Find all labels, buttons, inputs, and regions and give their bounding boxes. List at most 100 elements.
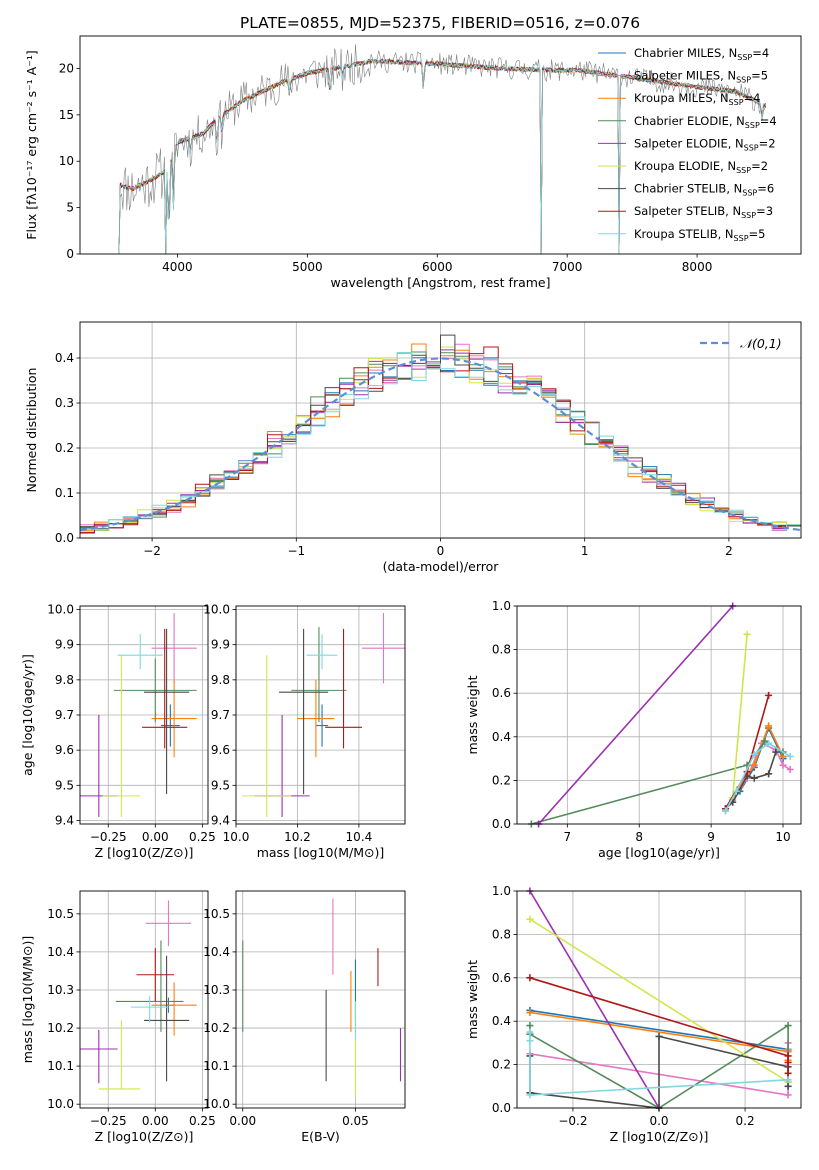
normal-curve (79, 357, 802, 532)
residuals-ytick-label-2: 0.2 (55, 441, 74, 455)
massweight-vs-age-ylabel: mass weight (465, 675, 480, 754)
spectrum-xtick-label-2: 6000 (422, 260, 453, 274)
age-vs-Z-frame (79, 605, 209, 825)
massweight-vs-age-marker-8-4 (786, 752, 794, 760)
residual-hist-6 (80, 334, 801, 529)
spectrum-ytick-label-0: 0 (66, 247, 74, 261)
mass-vs-Z-ytick-label-5: 10.5 (47, 907, 74, 921)
residuals-xtick-label-1: −1 (287, 544, 305, 558)
massweight-vs-Z-line-5 (529, 918, 789, 1083)
massweight-vs-age-ytick-label-4: 0.8 (492, 643, 511, 657)
spectrum-ytick-label-1: 5 (66, 201, 74, 215)
massweight-vs-age-line-4 (538, 606, 734, 824)
massweight-vs-Z-marker-7-3 (784, 1058, 792, 1066)
massweight-vs-Z-ytick-label-5: 1.0 (492, 884, 511, 898)
spectrum-xtick-label-0: 4000 (162, 260, 193, 274)
massweight-vs-age-xtick-label-3: 10 (775, 830, 790, 844)
mass-vs-EBV-panel: 0.00 0.05 10.0 10.1 10.2 10.3 10.4 10.5 E(B-V) (203, 890, 406, 1144)
massweight-vs-Z-marker-8-1 (526, 1037, 534, 1045)
mass-vs-Z-ytick-label-1: 10.1 (47, 1059, 74, 1073)
mass-vs-Z-xtick-label-1: 0.00 (142, 1114, 169, 1128)
age-vs-Z-ytick-label-2: 9.6 (55, 743, 74, 757)
spectrum-frame (79, 35, 802, 255)
mass-vs-EBV-xlabel: E(B-V) (301, 1129, 340, 1144)
massweight-vs-Z-line-4 (529, 891, 660, 1108)
legend-label-4: Salpeter ELODIE, NSSP=2 (634, 136, 776, 152)
spectrum-ylabel: Flux [fλ10⁻¹⁷ erg cm⁻² s⁻¹ A⁻¹] (24, 50, 39, 239)
legend-label-7: Salpeter STELIB, NSSP=3 (634, 204, 773, 220)
massweight-vs-age-ytick-label-2: 0.4 (492, 730, 511, 744)
massweight-vs-Z-ytick-label-1: 0.2 (492, 1058, 511, 1072)
age-vs-Z-ytick-label-4: 9.8 (55, 673, 74, 687)
residuals-frame (79, 321, 802, 539)
mass-vs-Z-ytick-label-3: 10.3 (47, 983, 74, 997)
spectrum-ytick-label-2: 10 (59, 154, 74, 168)
legend-label-6: Chabrier STELIB, NSSP=6 (634, 182, 774, 198)
residuals-ytick-label-4: 0.4 (55, 351, 74, 365)
massweight-vs-Z-xtick-label-2: 0.2 (736, 1114, 755, 1128)
legend-label-1: Salpeter MILES, NSSP=5 (634, 69, 768, 85)
residuals-ylabel: Normed distribution (24, 368, 39, 493)
massweight-vs-Z-ytick-label-4: 0.8 (492, 927, 511, 941)
massweight-vs-Z-frame (516, 890, 802, 1109)
age-vs-mass-ytick-label-0: 9.4 (211, 813, 230, 827)
age-vs-Z-panel: −0.25 0.00 0.25 9.4 9.5 9.6 9.7 9.8 9.9 10.0 Z [lo… (20, 603, 216, 860)
spectrum-panel: 4000 5000 6000 7000 8000 0 5 10 15 20 wavelength [… (24, 35, 802, 290)
massweight-vs-Z-xtick-label-0: −0.2 (558, 1114, 587, 1128)
mass-vs-Z-ytick-label-0: 10.0 (47, 1097, 74, 1111)
spectrum-xtick-label-4: 8000 (682, 260, 713, 274)
legend-label-0: Chabrier MILES, NSSP=4 (634, 46, 769, 62)
residuals-xtick-label-4: 2 (725, 544, 733, 558)
age-vs-Z-ylabel: age [log10(age/yr)] (20, 654, 35, 776)
massweight-vs-age-marker-8-0 (722, 807, 730, 815)
massweight-vs-Z-panel: −0.2 0.0 0.2 0.0 0.2 0.4 0.6 0.8 1.0 Z [log10(Z/Z… (465, 884, 802, 1144)
massweight-vs-Z-marker-7-1 (784, 1052, 792, 1060)
spectrum-model-line-8 (118, 58, 767, 254)
spectrum-xtick-label-3: 7000 (552, 260, 583, 274)
spectrum-ytick-label-4: 20 (59, 61, 74, 75)
massweight-vs-age-ytick-label-5: 1.0 (492, 599, 511, 613)
age-vs-mass-xtick-label-0: 10.0 (223, 830, 250, 844)
massweight-vs-Z-marker-6-5 (784, 1082, 792, 1090)
mass-vs-EBV-frame (235, 890, 406, 1109)
age-vs-mass-panel: 10.0 10.2 10.4 9.4 9.5 9.6 9.7 9.8 9.9 10.0 mass [… (203, 603, 406, 860)
legend-label-2: Kroupa MILES, NSSP=4 (634, 91, 760, 107)
massweight-vs-age-marker-8-3 (765, 739, 773, 747)
massweight-vs-age-ytick-label-1: 0.2 (492, 773, 511, 787)
spectrum-xtick-label-1: 5000 (292, 260, 323, 274)
massweight-vs-Z-ylabel: mass weight (465, 960, 480, 1039)
legend-label-8: Kroupa STELIB, NSSP=5 (634, 227, 765, 243)
residuals-xlabel: (data-model)/error (383, 559, 500, 574)
massweight-vs-Z-marker-3-3 (784, 1022, 792, 1030)
residuals-ytick-label-0: 0.0 (55, 531, 74, 545)
age-vs-mass-ytick-label-3: 9.7 (211, 708, 230, 722)
massweight-vs-age-line-5 (731, 634, 748, 798)
massweight-vs-Z-line-6 (529, 1035, 789, 1108)
residuals-xtick-label-0: −2 (143, 544, 161, 558)
mass-vs-EBV-ytick-label-4: 10.4 (203, 945, 230, 959)
age-vs-Z-ytick-label-1: 9.5 (55, 778, 74, 792)
massweight-vs-age-xtick-label-2: 9 (707, 830, 715, 844)
residuals-xtick-label-3: 1 (581, 544, 589, 558)
age-vs-Z-xtick-label-0: −0.25 (90, 830, 127, 844)
age-vs-Z-ytick-label-0: 9.4 (55, 813, 74, 827)
massweight-vs-age-frame (516, 605, 802, 825)
massweight-vs-age-xtick-label-1: 8 (635, 830, 643, 844)
massweight-vs-age-xtick-label-0: 7 (564, 830, 572, 844)
residuals-ytick-label-3: 0.3 (55, 396, 74, 410)
massweight-vs-age-marker-1-4 (779, 761, 787, 769)
massweight-vs-Z-marker-7-0 (526, 974, 534, 982)
residuals-ytick-label-1: 0.1 (55, 486, 74, 500)
massweight-vs-age-marker-2-2 (750, 761, 758, 769)
age-vs-Z-ytick-label-3: 9.7 (55, 708, 74, 722)
age-vs-mass-xtick-label-1: 10.2 (284, 830, 311, 844)
mass-vs-Z-ylabel: mass [log10(M/M⊙)] (20, 936, 35, 1064)
massweight-vs-age-marker-3-2 (761, 737, 769, 745)
legend-label-3: Chabrier ELODIE, NSSP=4 (634, 114, 777, 130)
mass-vs-EBV-xtick-label-1: 0.05 (342, 1114, 369, 1128)
massweight-vs-age-marker-6-3 (750, 774, 758, 782)
massweight-vs-age-line-7 (724, 695, 770, 810)
age-vs-mass-xlabel: mass [log10(M/M⊙)] (257, 845, 385, 860)
mass-vs-Z-xtick-label-0: −0.25 (90, 1114, 127, 1128)
